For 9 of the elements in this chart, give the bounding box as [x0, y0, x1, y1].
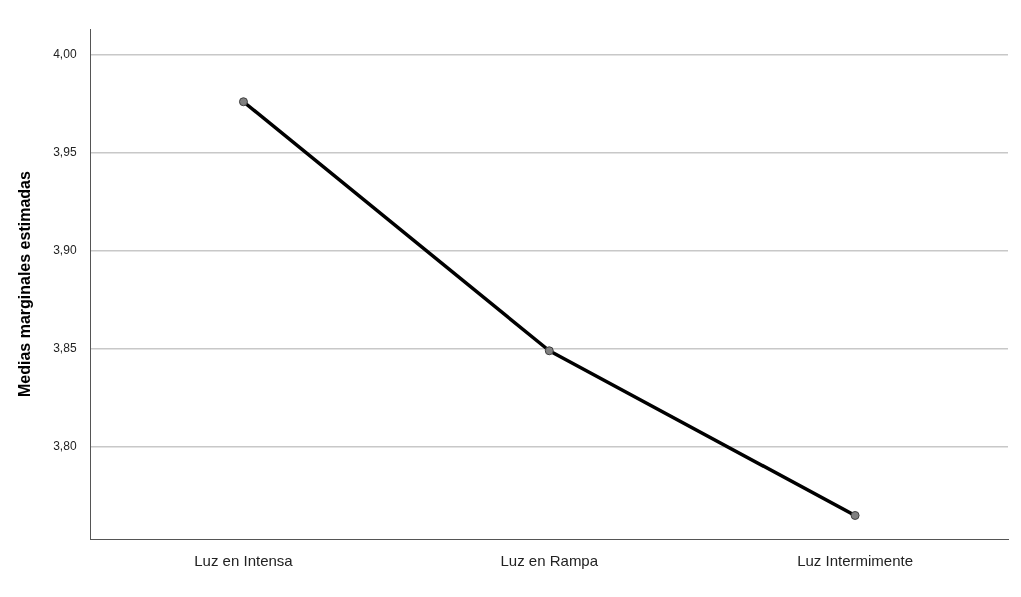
y-tick-label: 3,85	[53, 341, 77, 356]
x-tick-label: Luz en Intensa	[194, 552, 294, 570]
x-tick-label: Luz Intermimente	[797, 552, 914, 570]
x-tick-label: Luz en Rampa	[500, 552, 599, 570]
y-tick-label: 3,80	[53, 439, 77, 454]
y-axis-title: Medias marginales estimadas	[16, 171, 34, 398]
y-tick-label: 4,00	[53, 47, 77, 61]
y-tick-label: 3,90	[53, 243, 77, 258]
y-tick-label: 3,95	[53, 145, 77, 160]
